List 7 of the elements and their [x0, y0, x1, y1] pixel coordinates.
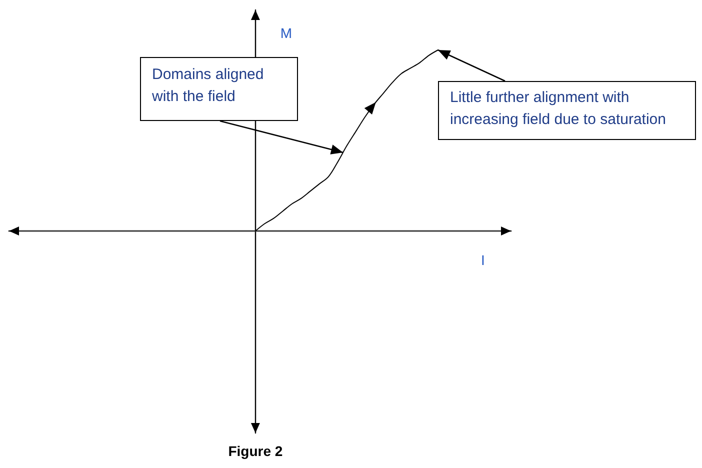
caption: Figure 2: [228, 443, 283, 459]
y-axis-title: M: [280, 25, 292, 41]
text-box: Domains aligned with the field: [140, 57, 298, 121]
annotation: Little further alignment with increasing field due to saturation: [450, 89, 666, 128]
x-axis-title: I: [481, 252, 485, 268]
text-box: Little further alignment with increasing field due to saturation: [438, 81, 696, 140]
annotation: Domains aligned with the field: [152, 66, 264, 105]
